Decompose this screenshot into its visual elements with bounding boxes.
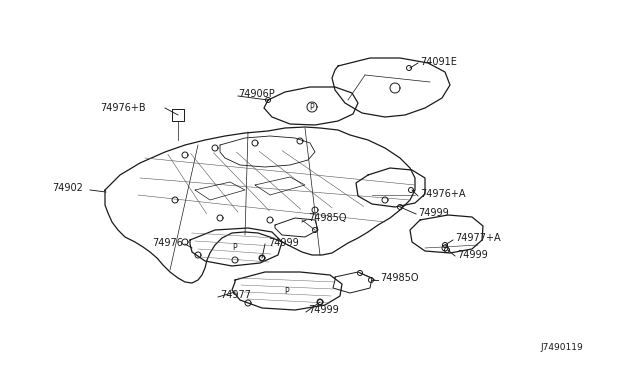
Text: 74976+A: 74976+A (420, 189, 465, 199)
Text: 74977: 74977 (220, 290, 251, 300)
Text: 74999: 74999 (268, 238, 299, 248)
Text: 74977+A: 74977+A (455, 233, 500, 243)
Text: 74999: 74999 (418, 208, 449, 218)
Text: 74985O: 74985O (380, 273, 419, 283)
Text: 74985Q: 74985Q (308, 213, 346, 223)
Text: 74091E: 74091E (420, 57, 457, 67)
Text: 74906P: 74906P (238, 89, 275, 99)
Text: J7490119: J7490119 (540, 343, 583, 353)
Text: 74902: 74902 (52, 183, 83, 193)
Text: 74976+B: 74976+B (100, 103, 146, 113)
Text: P: P (310, 103, 314, 112)
Text: 74999: 74999 (308, 305, 339, 315)
Text: 74999: 74999 (457, 250, 488, 260)
Text: P: P (233, 244, 237, 253)
Text: 74976: 74976 (152, 238, 183, 248)
Text: P: P (285, 286, 289, 295)
